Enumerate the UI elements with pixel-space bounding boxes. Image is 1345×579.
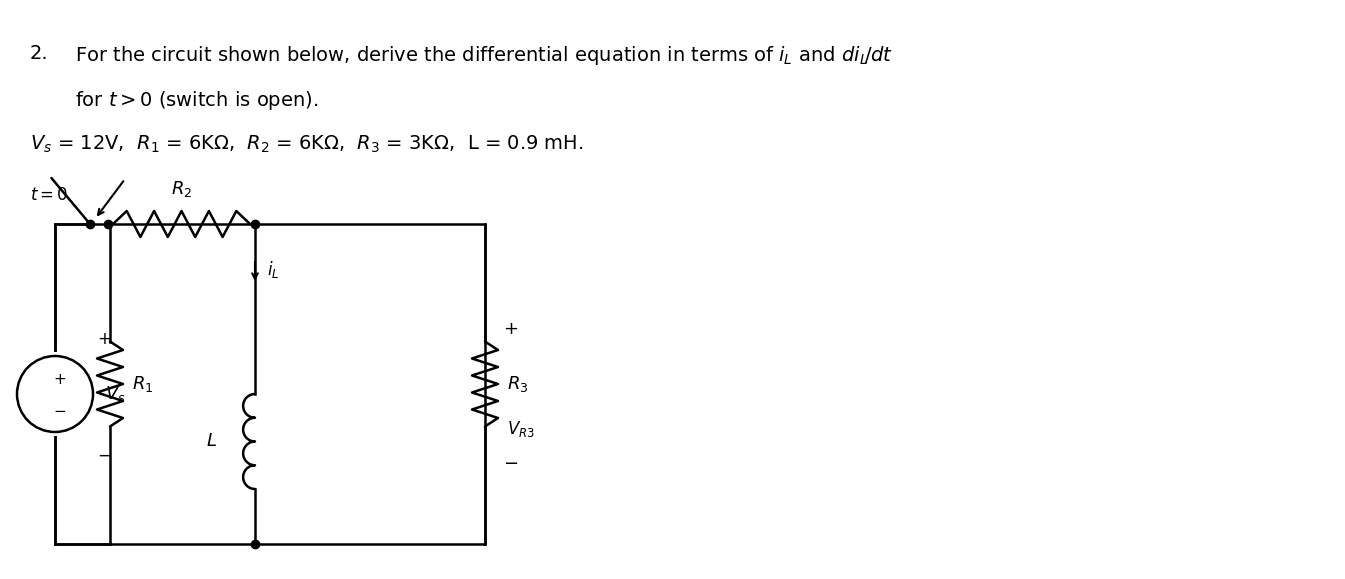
Text: $V_s$ = 12V,  $R_1$ = 6KΩ,  $R_2$ = 6KΩ,  $R_3$ = 3KΩ,  L = 0.9 mH.: $V_s$ = 12V, $R_1$ = 6KΩ, $R_2$ = 6KΩ, $… [30,134,584,155]
Text: −: − [54,405,66,420]
Text: $t = 0$: $t = 0$ [30,186,69,204]
Text: For the circuit shown below, derive the differential equation in terms of $i_L$ : For the circuit shown below, derive the … [75,44,893,67]
Text: $R_1$: $R_1$ [132,374,153,394]
Text: +: + [503,320,518,338]
Text: −: − [97,447,110,465]
Text: $V_s$: $V_s$ [105,384,125,404]
Text: $i_L$: $i_L$ [268,258,280,280]
Text: $L$: $L$ [206,433,217,450]
Text: +: + [97,330,110,348]
Text: $R_3$: $R_3$ [507,374,529,394]
Text: +: + [54,372,66,387]
Text: for $t > 0$ (switch is open).: for $t > 0$ (switch is open). [75,89,319,112]
Text: 2.: 2. [30,44,48,63]
Text: −: − [503,455,518,473]
Text: $V_{R3}$: $V_{R3}$ [507,419,535,439]
Text: $R_2$: $R_2$ [171,179,192,199]
